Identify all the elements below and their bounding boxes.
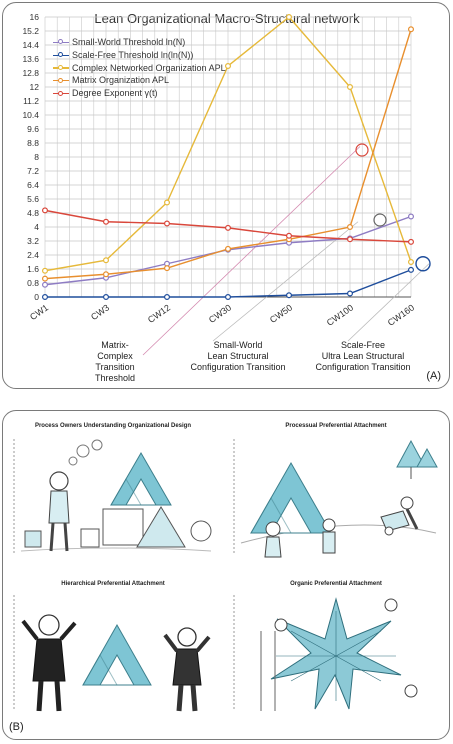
- y-tick-label: 1.6: [27, 264, 39, 274]
- data-point-matrix_apl: [347, 224, 354, 231]
- y-tick-label: 12: [30, 82, 40, 92]
- pointer-line-scale-free: [347, 263, 430, 342]
- y-tick-label: 10.4: [22, 110, 39, 120]
- data-point-small_world: [41, 281, 48, 288]
- data-point-matrix_apl: [102, 271, 109, 278]
- data-point-degree_exponent: [102, 218, 109, 225]
- data-point-scale_free: [225, 294, 232, 301]
- transition-marker-small-world: [373, 213, 387, 227]
- pointer-line-matrix: [142, 146, 361, 356]
- pointer-line-small-world: [212, 221, 359, 342]
- legend-swatch: [53, 51, 69, 59]
- data-point-scale_free: [102, 294, 109, 301]
- y-tick-label: 0: [34, 292, 39, 302]
- y-tick-label: 16: [30, 12, 40, 22]
- data-point-small_world: [408, 213, 415, 220]
- annotation-small-world-transition: Small-World Lean Structural Configuratio…: [190, 340, 286, 372]
- figures-building-star-network-icon: [233, 595, 418, 711]
- legend-label: Scale-Free Threshold ln(ln(N)): [72, 49, 194, 60]
- sketch-title-2: Processual Preferential Attachment: [285, 423, 387, 429]
- legend-swatch: [53, 38, 69, 46]
- legend-label: Small-World Threshold ln(N): [72, 37, 186, 47]
- data-point-complex_apl: [408, 259, 415, 266]
- data-point-matrix_apl: [41, 275, 48, 282]
- panel-label-a: (A): [426, 370, 441, 382]
- legend-swatch: [53, 90, 69, 98]
- y-tick-label: 11.2: [23, 96, 39, 106]
- x-tick-label: CW160: [386, 302, 416, 327]
- annotation-scale-free-transition: Scale-Free Ultra Lean Structural Configu…: [315, 340, 411, 372]
- data-point-scale_free: [286, 292, 293, 299]
- line-chart: 0 0.8 1.6 2.4 3.2 4 4.8 5.6 6.4 7.2 8 8.8 9.6 10.4 11.…: [22, 12, 431, 356]
- legend-item: Small-World Threshold ln(N): [53, 36, 226, 49]
- businessmen-with-triangle-icon: [13, 595, 211, 712]
- data-point-complex_apl: [225, 62, 232, 69]
- data-point-degree_exponent: [347, 236, 354, 243]
- y-tick-label: 5.6: [27, 194, 39, 204]
- x-tick-label: CW100: [325, 302, 355, 327]
- chart-legend: Small-World Threshold ln(N) Scale-Free Th…: [53, 36, 226, 100]
- data-point-scale_free: [408, 266, 415, 273]
- data-point-degree_exponent: [41, 207, 48, 214]
- legend-item: Degree Exponent γ(t): [53, 87, 226, 100]
- y-tick-label: 15.2: [22, 26, 39, 36]
- y-tick-label: 4.8: [27, 208, 39, 218]
- panel-label-b: (B): [9, 721, 24, 733]
- x-tick-label: CW1: [28, 302, 50, 322]
- data-point-complex_apl: [102, 257, 109, 264]
- y-tick-label: 0.8: [27, 278, 39, 288]
- sketch-title-3: Hierarchical Preferential Attachment: [61, 581, 165, 587]
- legend-swatch: [53, 64, 69, 72]
- legend-item: Matrix Organization APL: [53, 74, 226, 87]
- data-point-scale_free: [164, 294, 171, 301]
- sketches-panel: Process Owners Understanding Organizatio…: [2, 410, 450, 740]
- x-tick-label: CW3: [89, 302, 111, 322]
- sketch-title-1: Process Owners Understanding Organizatio…: [34, 423, 192, 429]
- legend-item: Scale-Free Threshold ln(ln(N)): [53, 49, 226, 62]
- data-point-complex_apl: [164, 199, 171, 206]
- data-point-degree_exponent: [286, 232, 293, 239]
- y-tick-label: 4: [34, 222, 39, 232]
- y-tick-label: 12.8: [22, 68, 39, 78]
- legend-swatch: [53, 77, 69, 85]
- legend-item: Complex Networked Organization APL: [53, 62, 226, 75]
- data-point-matrix_apl: [408, 26, 415, 33]
- y-tick-label: 7.2: [27, 166, 39, 176]
- legend-label: Matrix Organization APL: [72, 75, 170, 86]
- data-point-scale_free: [347, 290, 354, 297]
- data-point-matrix_apl: [225, 245, 232, 252]
- data-point-degree_exponent: [164, 220, 171, 227]
- data-point-matrix_apl: [164, 265, 171, 272]
- y-tick-label: 8: [34, 152, 39, 162]
- legend-label: Degree Exponent γ(t): [72, 88, 158, 99]
- x-tick-label: CW30: [207, 302, 233, 325]
- data-point-complex_apl: [286, 14, 293, 21]
- transition-marker-matrix: [355, 143, 369, 157]
- data-point-degree_exponent: [408, 238, 415, 245]
- annotation-matrix-transition: Matrix- Complex Transition Threshold: [94, 340, 136, 383]
- x-tick-label: CW12: [146, 302, 172, 325]
- y-tick-label: 14.4: [22, 40, 39, 50]
- y-tick-label: 3.2: [27, 236, 39, 246]
- data-point-degree_exponent: [225, 224, 232, 231]
- y-tick-label: 2.4: [27, 250, 39, 260]
- y-tick-label: 9.6: [27, 124, 39, 134]
- legend-label: Complex Networked Organization APL: [72, 62, 226, 73]
- data-point-complex_apl: [41, 267, 48, 274]
- figures-working-outdoors-icon: [233, 439, 438, 558]
- figure-thinking-with-triangles-icon: [13, 439, 212, 555]
- y-tick-label: 13.6: [22, 54, 39, 64]
- chart-panel: Lean Organizational Macro-Structural net…: [2, 2, 450, 389]
- x-tick-label: CW50: [268, 302, 294, 325]
- y-tick-label: 8.8: [27, 138, 39, 148]
- sketch-title-4: Organic Preferential Attachment: [290, 581, 382, 587]
- data-point-complex_apl: [347, 83, 354, 90]
- data-point-scale_free: [41, 294, 48, 301]
- transition-marker-scale-free: [415, 256, 431, 272]
- y-tick-label: 6.4: [27, 180, 39, 190]
